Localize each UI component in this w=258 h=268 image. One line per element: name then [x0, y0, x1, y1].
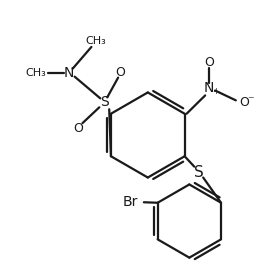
- Text: +: +: [213, 87, 220, 96]
- Text: CH₃: CH₃: [26, 68, 46, 78]
- Text: ⁻: ⁻: [247, 94, 254, 107]
- Text: O: O: [74, 122, 84, 135]
- Text: N: N: [204, 80, 214, 95]
- Text: O: O: [115, 66, 125, 79]
- Text: N: N: [63, 66, 74, 80]
- Text: O: O: [204, 56, 214, 69]
- Text: Br: Br: [122, 195, 138, 209]
- Text: S: S: [100, 95, 109, 109]
- Text: CH₃: CH₃: [85, 36, 106, 46]
- Text: S: S: [194, 165, 204, 180]
- Text: O: O: [239, 96, 249, 109]
